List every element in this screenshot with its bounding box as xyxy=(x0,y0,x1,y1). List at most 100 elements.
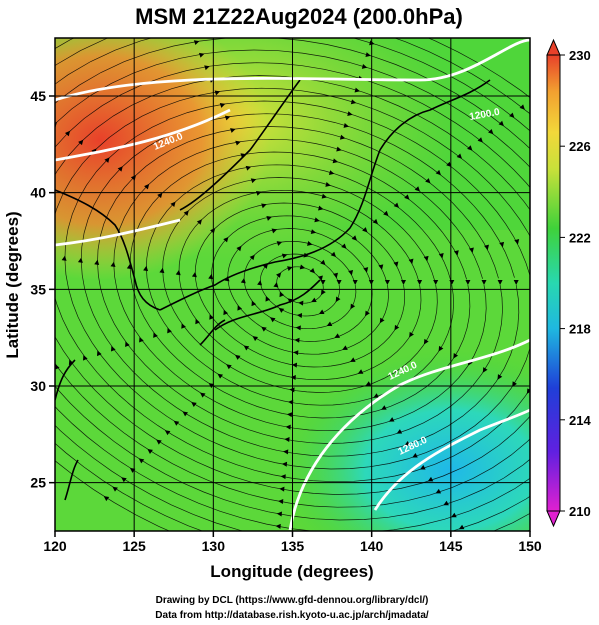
y-axis-label: Latitude (degrees) xyxy=(3,211,22,358)
streamline-arrow xyxy=(473,549,480,556)
streamline-arrow xyxy=(82,355,88,361)
streamline-arrow xyxy=(307,240,313,246)
streamline-arrow xyxy=(208,273,214,280)
colorbar: 210 214 218 222 226 230 xyxy=(546,38,591,528)
streamline-arrow xyxy=(378,264,384,270)
streamline-arrow xyxy=(488,128,494,135)
colorbar-body xyxy=(546,54,561,512)
x-tick-label: 150 xyxy=(518,538,542,554)
contour-line xyxy=(288,338,530,531)
streamline-arrow xyxy=(453,353,459,359)
streamline xyxy=(55,38,530,531)
streamline-arrow xyxy=(181,323,186,329)
streamline-arrow xyxy=(167,327,172,334)
streamline-arrow xyxy=(334,333,340,338)
streamline-arrow xyxy=(104,157,110,163)
streamline-arrow xyxy=(191,271,197,278)
x-tick-label: 145 xyxy=(439,538,463,554)
colorbar-tick-label: 226 xyxy=(569,139,591,154)
streamline-arrow xyxy=(285,424,291,430)
streamline xyxy=(97,126,503,444)
streamline xyxy=(162,177,438,393)
streamline-arrow xyxy=(498,120,504,127)
streamline-arrow xyxy=(361,63,368,69)
streamline-arrow xyxy=(265,296,271,302)
streamline-arrow xyxy=(279,291,285,298)
streamline-arrow xyxy=(362,227,368,233)
streamline-arrow xyxy=(281,253,288,259)
grid-lines xyxy=(55,38,530,531)
streamline-arrow xyxy=(283,449,289,455)
streamline-arrow xyxy=(326,321,333,326)
streamline-arrow xyxy=(350,99,357,105)
streamline-arrow xyxy=(214,90,221,96)
streamline-arrow xyxy=(293,350,299,356)
streamline-arrow xyxy=(342,345,348,350)
streamline-arrow xyxy=(481,280,487,285)
streamline-arrow xyxy=(365,310,370,317)
streamline-arrow xyxy=(393,261,399,267)
streamline-arrow xyxy=(156,439,162,445)
streamline-arrow xyxy=(250,178,257,184)
streamline-arrow xyxy=(39,111,46,118)
chart-title: MSM 21Z22Aug2024 (200.0hPa) xyxy=(135,4,463,29)
streamline-arrow xyxy=(255,190,262,196)
streamline xyxy=(55,38,530,531)
streamline-arrow xyxy=(539,395,546,402)
streamline-arrow xyxy=(350,303,356,310)
streamline-arrow xyxy=(339,134,346,140)
streamline-arrow xyxy=(287,266,293,272)
streamline-arrow xyxy=(384,280,390,285)
streamline-arrow xyxy=(226,364,232,370)
colorbar-top-arrow xyxy=(546,38,561,56)
streamline-arrow xyxy=(351,235,357,241)
y-axis: 25 30 35 40 45 xyxy=(30,88,55,491)
streamline-arrow xyxy=(288,399,294,405)
streamline-arrow xyxy=(210,228,216,234)
streamline-arrow xyxy=(0,247,2,253)
contour-line xyxy=(55,218,181,247)
streamline-arrow xyxy=(77,257,83,263)
colorbar-tick-label: 230 xyxy=(569,48,591,63)
streamline-arrow xyxy=(0,85,6,92)
streamline-arrow xyxy=(562,280,567,285)
streamline-arrow xyxy=(330,251,336,257)
streamline-arrow xyxy=(379,317,385,324)
streamline-arrow xyxy=(373,29,379,35)
streamline-arrow xyxy=(423,338,429,345)
streamline-arrow xyxy=(195,318,200,325)
streamline-arrow xyxy=(276,272,282,278)
streamline-arrow xyxy=(191,402,197,407)
streamline-arrow xyxy=(343,122,349,128)
streamline-arrow xyxy=(64,130,71,137)
x-tick-label: 135 xyxy=(281,538,305,554)
streamline-arrow xyxy=(217,373,224,379)
streamline xyxy=(55,49,530,521)
streamline-arrow xyxy=(512,381,517,387)
streamline-arrow xyxy=(110,261,116,268)
streamline-arrow xyxy=(121,477,127,483)
streamline-arrow xyxy=(193,40,200,46)
streamline-arrow xyxy=(236,245,242,252)
contour-line xyxy=(373,408,530,511)
streamline-arrow xyxy=(243,345,250,351)
streamline-arrow xyxy=(519,104,525,110)
streamline-arrow xyxy=(383,210,389,217)
streamline-arrow xyxy=(224,115,231,121)
coastline-kyushu xyxy=(199,319,226,346)
streamline-arrow xyxy=(423,255,429,262)
coastline-korea xyxy=(55,189,161,311)
streamline-arrow xyxy=(465,537,472,544)
streamline-arrow xyxy=(341,243,347,249)
streamline-arrow xyxy=(311,297,317,303)
streamline-arrow xyxy=(153,332,158,338)
streamline-arrow xyxy=(0,381,3,388)
streamline-arrow xyxy=(465,280,471,285)
streamline-arrow xyxy=(350,357,356,362)
streamline-arrow xyxy=(482,367,488,373)
field-cool-core xyxy=(280,350,530,531)
streamline-arrow xyxy=(175,269,181,276)
streamline xyxy=(55,87,530,483)
streamline xyxy=(113,138,487,432)
x-tick-label: 140 xyxy=(360,538,384,554)
